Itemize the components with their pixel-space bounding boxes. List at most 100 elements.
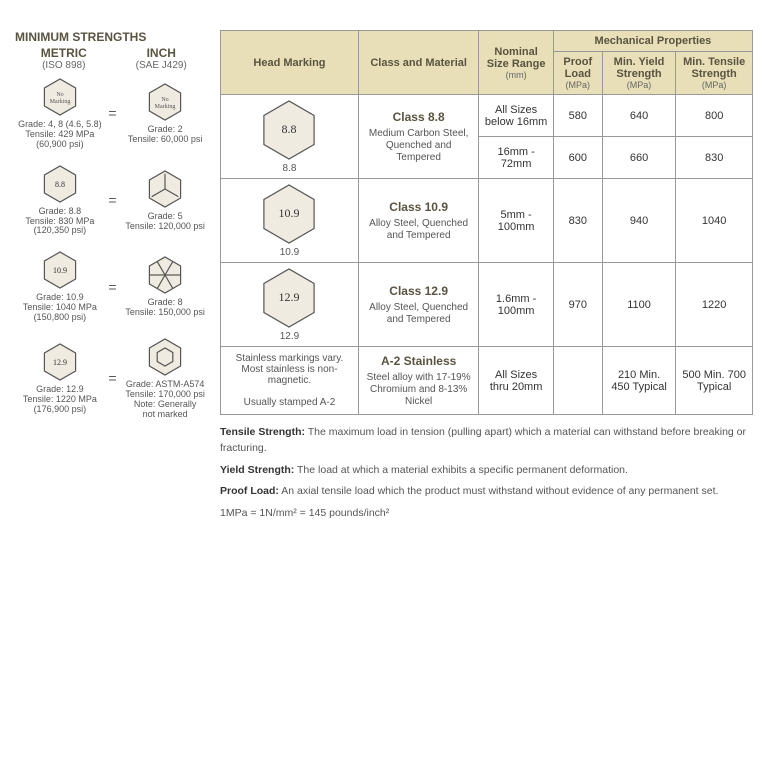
th-proof-unit: (MPa) xyxy=(559,80,597,90)
equals-sign: = xyxy=(105,370,121,386)
main-container: MINIMUM STRENGTHS METRIC (ISO 898) INCH … xyxy=(15,30,753,528)
def-tensile: Tensile Strength: The maximum load in te… xyxy=(220,425,753,457)
table-body: 8.8 8.8 Class 8.8 Medium Carbon Steel, Quen… xyxy=(221,95,753,415)
hex-caption: 12.9 xyxy=(226,331,353,342)
material-text: Alloy Steel, Quenched and Tempered xyxy=(369,218,468,241)
equiv-metric-text: Grade: 12.9Tensile: 1220 MPa(176,900 psi… xyxy=(15,385,105,415)
cell-size: 1.6mm - 100mm xyxy=(479,263,553,347)
def-proof: Proof Load: An axial tensile load which … xyxy=(220,484,753,500)
def-yield-label: Yield Strength: xyxy=(220,464,294,476)
class-name: Class 10.9 xyxy=(364,200,473,214)
th-yield-unit: (MPa) xyxy=(608,80,671,90)
cell-proof: 580 xyxy=(553,95,602,137)
equiv-inch-side: NoMarking Grade: 2Tensile: 60,000 psi xyxy=(120,82,210,145)
metric-sublabel: (ISO 898) xyxy=(15,60,113,71)
hex-icon: 8.8 xyxy=(37,195,83,207)
svg-text:12.9: 12.9 xyxy=(279,290,300,304)
def-proof-label: Proof Load: xyxy=(220,485,279,497)
equals-sign: = xyxy=(105,192,121,208)
hex-icon: 12.9 xyxy=(226,267,353,329)
th-tensile-unit: (MPa) xyxy=(681,80,747,90)
properties-table: Head Marking Class and Material Nominal … xyxy=(220,30,753,415)
table-row: Stainless markings vary. Most stainless … xyxy=(221,347,753,415)
cell-head-marking: 8.8 8.8 xyxy=(221,95,359,179)
svg-text:No: No xyxy=(161,97,168,103)
cell-tensile: 500 Min. 700 Typical xyxy=(676,347,753,415)
equivalence-rows: NoMarking Grade: 4, 8 (4.6, 5.8)Tensile:… xyxy=(15,77,210,420)
cell-proof: 600 xyxy=(553,137,602,179)
hex-icon: 8.8 xyxy=(226,99,353,161)
material-text: Medium Carbon Steel, Quenched and Temper… xyxy=(369,128,469,163)
equiv-metric-side: 12.9 Grade: 12.9Tensile: 1220 MPa(176,90… xyxy=(15,342,105,415)
th-yield-text: Min. Yield Strength xyxy=(614,56,665,80)
table-row: 10.9 10.9 Class 10.9 Alloy Steel, Quenched … xyxy=(221,179,753,263)
th-class-material: Class and Material xyxy=(358,31,478,95)
def-proof-text: An axial tensile load which the product … xyxy=(281,485,718,497)
equiv-metric-text: Grade: 10.9Tensile: 1040 MPa(150,800 psi… xyxy=(15,293,105,323)
cell-class-material: Class 8.8 Medium Carbon Steel, Quenched a… xyxy=(358,95,478,179)
equiv-inch-text: Grade: 8Tensile: 150,000 psi xyxy=(120,298,210,318)
equiv-metric-side: NoMarking Grade: 4, 8 (4.6, 5.8)Tensile:… xyxy=(15,77,105,150)
cell-class-material: A-2 Stainless Steel alloy with 17-19% Chr… xyxy=(358,347,478,415)
table-header: Head Marking Class and Material Nominal … xyxy=(221,31,753,95)
svg-text:10.9: 10.9 xyxy=(279,206,300,220)
cell-yield: 940 xyxy=(602,179,676,263)
cell-yield: 1100 xyxy=(602,263,676,347)
th-proof-text: Proof Load xyxy=(563,56,592,80)
inch-sublabel: (SAE J429) xyxy=(113,60,211,71)
th-proof: Proof Load (MPa) xyxy=(553,52,602,95)
equiv-inch-side: Grade: ASTM-A574Tensile: 170,000 psiNote… xyxy=(120,337,210,420)
material-text: Steel alloy with 17-19% Chromium and 8-1… xyxy=(367,372,471,407)
cell-class-material: Class 10.9 Alloy Steel, Quenched and Temp… xyxy=(358,179,478,263)
left-column: MINIMUM STRENGTHS METRIC (ISO 898) INCH … xyxy=(15,30,210,528)
class-name: A-2 Stainless xyxy=(364,354,473,368)
equiv-row: 10.9 Grade: 10.9Tensile: 1040 MPa(150,80… xyxy=(15,250,210,323)
svg-text:10.9: 10.9 xyxy=(53,266,67,275)
cell-tensile: 1220 xyxy=(676,263,753,347)
class-name: Class 8.8 xyxy=(364,110,473,124)
equiv-row: 12.9 Grade: 12.9Tensile: 1220 MPa(176,90… xyxy=(15,337,210,420)
cell-size: 5mm - 100mm xyxy=(479,179,553,263)
cell-head-marking: 10.9 10.9 xyxy=(221,179,359,263)
svg-text:Marking: Marking xyxy=(50,99,71,105)
equiv-inch-text: Grade: 5Tensile: 120,000 psi xyxy=(120,212,210,232)
hex-icon xyxy=(142,200,188,212)
cell-tensile: 830 xyxy=(676,137,753,179)
cell-yield: 660 xyxy=(602,137,676,179)
equiv-metric-side: 8.8 Grade: 8.8Tensile: 830 MPa(120,350 p… xyxy=(15,164,105,237)
equiv-row: NoMarking Grade: 4, 8 (4.6, 5.8)Tensile:… xyxy=(15,77,210,150)
cell-size: 16mm - 72mm xyxy=(479,137,553,179)
table-row: 8.88.8Class 8.8Medium Carbon Steel, Quen… xyxy=(221,95,753,137)
th-tensile-text: Min. Tensile Strength xyxy=(683,56,745,80)
svg-text:8.8: 8.8 xyxy=(55,180,65,189)
svg-text:No: No xyxy=(56,92,63,98)
inch-header: INCH (SAE J429) xyxy=(113,46,211,71)
metric-header: METRIC (ISO 898) xyxy=(15,46,113,71)
cell-head-marking: Stainless markings vary. Most stainless … xyxy=(221,347,359,415)
cell-yield: 210 Min. 450 Typical xyxy=(602,347,676,415)
svg-text:8.8: 8.8 xyxy=(282,122,297,136)
equals-sign: = xyxy=(105,279,121,295)
cell-size: All Sizes thru 20mm xyxy=(479,347,553,415)
cell-proof: 830 xyxy=(553,179,602,263)
material-text: Alloy Steel, Quenched and Tempered xyxy=(369,302,468,325)
cell-tensile: 1040 xyxy=(676,179,753,263)
svg-text:12.9: 12.9 xyxy=(53,358,67,367)
cell-tensile: 800 xyxy=(676,95,753,137)
hex-caption: 10.9 xyxy=(226,247,353,258)
hex-caption: 8.8 xyxy=(226,163,353,174)
equals-sign: = xyxy=(105,105,121,121)
class-name: Class 12.9 xyxy=(364,284,473,298)
equiv-row: 8.8 Grade: 8.8Tensile: 830 MPa(120,350 p… xyxy=(15,164,210,237)
right-column: Head Marking Class and Material Nominal … xyxy=(220,30,753,528)
cell-proof: 970 xyxy=(553,263,602,347)
th-head-marking: Head Marking xyxy=(221,31,359,95)
th-mech-props: Mechanical Properties xyxy=(553,31,752,52)
left-column-headers: METRIC (ISO 898) INCH (SAE J429) xyxy=(15,46,210,71)
equiv-inch-side: Grade: 8Tensile: 150,000 psi xyxy=(120,255,210,318)
th-nominal: Nominal Size Range (mm) xyxy=(479,31,553,95)
equiv-metric-text: Grade: 4, 8 (4.6, 5.8)Tensile: 429 MPa(6… xyxy=(15,120,105,150)
th-tensile: Min. Tensile Strength (MPa) xyxy=(676,52,753,95)
cell-size: All Sizes below 16mm xyxy=(479,95,553,137)
equiv-metric-text: Grade: 8.8Tensile: 830 MPa(120,350 psi) xyxy=(15,207,105,237)
